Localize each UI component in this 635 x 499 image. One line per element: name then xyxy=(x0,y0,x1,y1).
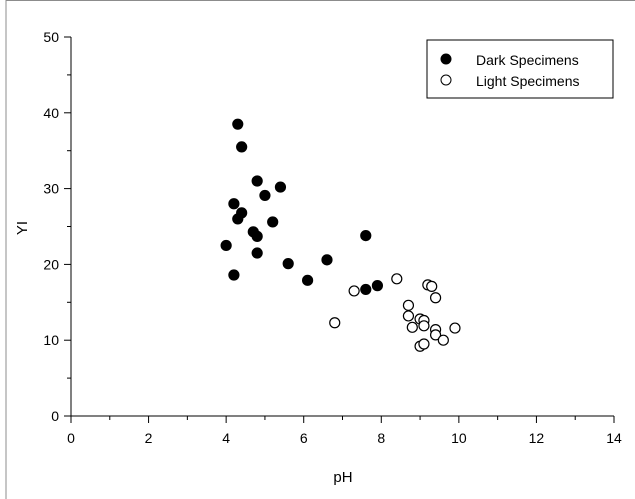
light-specimen-point xyxy=(429,292,442,304)
dark-specimen-point xyxy=(282,258,294,270)
legend-marker-light xyxy=(440,74,452,86)
dark-specimen-point xyxy=(251,175,263,187)
data-points xyxy=(220,118,461,352)
y-tick-label: 0 xyxy=(51,408,59,424)
light-specimen-point xyxy=(437,334,449,346)
x-tick-label: 6 xyxy=(300,430,308,446)
y-tick-label: 20 xyxy=(43,256,59,272)
dark-specimen-point xyxy=(274,181,287,193)
x-tick-label: 2 xyxy=(145,430,153,446)
x-tick-label: 14 xyxy=(606,430,622,446)
dark-specimen-point xyxy=(228,198,240,210)
light-specimen-point xyxy=(402,299,415,311)
legend-label-light: Light Specimens xyxy=(476,73,580,89)
legend-marker-dark xyxy=(440,53,452,65)
x-tick-label: 8 xyxy=(377,430,385,446)
light-specimen-point xyxy=(426,280,438,292)
light-specimen-point xyxy=(429,329,442,341)
dark-specimen-point xyxy=(267,216,279,228)
dark-specimen-point xyxy=(259,189,271,202)
light-specimen-point xyxy=(391,273,403,285)
x-tick-label: 12 xyxy=(529,430,545,446)
x-tick-label: 4 xyxy=(222,430,230,446)
dark-specimen-point xyxy=(301,274,314,286)
dark-specimen-point xyxy=(251,230,263,242)
dark-specimen-point xyxy=(251,247,263,259)
series-dark-specimens xyxy=(220,118,384,296)
light-specimen-point xyxy=(406,321,418,333)
axis-ticks: 0 2 4 6 8 10 12 14 0 10 20 30 40 50 xyxy=(43,29,622,446)
light-specimen-point xyxy=(329,317,341,329)
x-tick-label: 0 xyxy=(67,430,75,446)
dark-specimen-point xyxy=(236,141,248,153)
light-specimen-point xyxy=(418,320,430,332)
dark-specimen-point xyxy=(321,254,333,266)
legend: Dark Specimens Light Specimens xyxy=(426,39,614,99)
dark-specimen-point xyxy=(371,280,384,292)
light-specimen-point xyxy=(402,310,415,322)
y-tick-label: 10 xyxy=(43,332,59,348)
light-specimen-point xyxy=(348,285,360,297)
y-tick-label: 30 xyxy=(43,181,59,197)
series-light-specimens xyxy=(329,273,461,352)
y-axis-label: YI xyxy=(14,221,31,235)
dark-specimen-point xyxy=(220,239,232,252)
x-axis-label: pH xyxy=(333,469,352,486)
y-tick-label: 40 xyxy=(43,105,59,121)
dark-specimen-point xyxy=(228,269,240,281)
dark-specimen-point xyxy=(236,207,248,219)
light-specimen-point xyxy=(418,338,430,350)
x-tick-label: 10 xyxy=(451,430,467,446)
light-specimen-point xyxy=(449,322,461,334)
legend-box xyxy=(426,39,614,99)
y-tick-label: 50 xyxy=(43,29,59,45)
dark-specimen-point xyxy=(360,229,372,242)
dark-specimen-point xyxy=(232,118,244,130)
dark-specimen-point xyxy=(360,283,372,296)
legend-label-dark: Dark Specimens xyxy=(476,52,579,68)
